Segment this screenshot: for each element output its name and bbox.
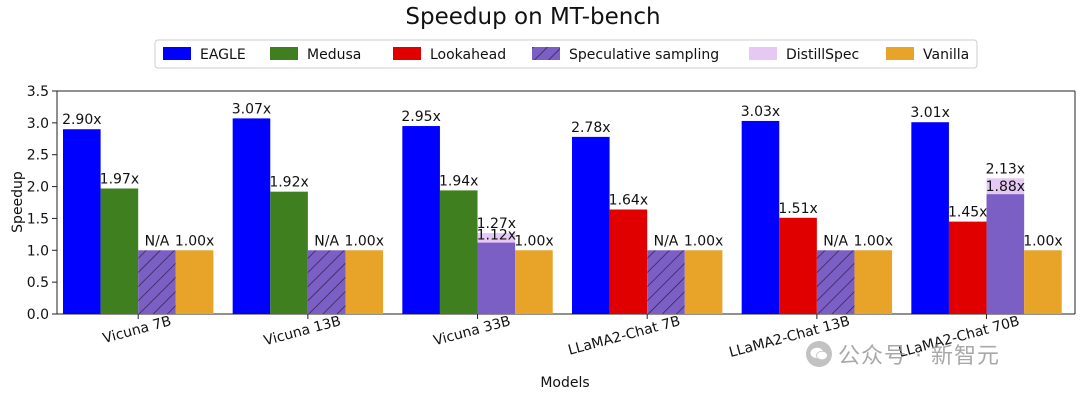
legend: EAGLE Medusa Lookahead Speculative sampling… <box>154 39 978 69</box>
bar-eagle <box>63 129 101 314</box>
bar-eagle <box>232 118 271 314</box>
data-label: 3.01x <box>910 105 949 121</box>
chart-title: Speedup on MT-bench <box>405 4 660 30</box>
y-tick-label: 3.0 <box>27 116 49 132</box>
data-label: 1.00x <box>1023 233 1062 249</box>
data-labels: 2.90x 1.97x N/A 1.00x 3.07x 1.92x N/A 1.00x 2.95… <box>62 101 1063 249</box>
legend-label: Lookahead <box>430 47 506 63</box>
data-label: N/A <box>654 233 679 249</box>
bar-lookahead <box>779 217 817 314</box>
bar-eagle <box>911 122 949 314</box>
data-label: 1.00x <box>345 233 384 249</box>
y-tick-label: 3.5 <box>27 84 49 100</box>
bar-speculative-sampling <box>477 242 516 314</box>
data-label: 1.92x <box>269 175 308 191</box>
bar-vanilla <box>854 250 893 314</box>
data-label: 1.51x <box>778 201 817 217</box>
legend-label: Medusa <box>307 47 361 63</box>
x-tick-label: Vicuna 13B <box>262 313 343 349</box>
y-tick-label: 0.5 <box>27 275 49 291</box>
data-label: 1.00x <box>514 233 553 249</box>
bar-eagle <box>741 120 780 315</box>
x-axis-label: Models <box>540 375 589 391</box>
data-label: 1.00x <box>854 233 893 249</box>
bar-lookahead <box>609 209 648 314</box>
legend-label: Speculative sampling <box>569 47 719 63</box>
watermark: 公众号 · 新智元 <box>806 338 1000 370</box>
bar-eagle <box>402 126 440 315</box>
legend-swatch <box>532 47 560 60</box>
legend-label: Vanilla <box>923 47 969 63</box>
x-tick-label: Vicuna 33B <box>432 313 513 349</box>
data-label: 2.90x <box>62 112 101 128</box>
y-tick-label: 0.0 <box>27 307 49 323</box>
bar-vanilla <box>175 250 214 314</box>
legend-label: DistillSpec <box>786 47 859 63</box>
bar-lookahead <box>948 221 987 314</box>
data-label: 2.95x <box>401 109 440 125</box>
data-label: 2.78x <box>571 120 610 136</box>
bar-vanilla <box>515 250 553 314</box>
data-label: N/A <box>314 233 339 249</box>
data-label: 1.97x <box>100 171 139 187</box>
data-label: 1.00x <box>684 233 723 249</box>
legend-swatch <box>270 47 298 60</box>
bar-medusa <box>439 190 478 314</box>
bar-vanilla <box>345 250 384 314</box>
legend-swatch <box>393 47 421 60</box>
x-tick-label: LLaMA2-Chat 7B <box>566 313 682 358</box>
legend-swatch <box>163 47 191 60</box>
data-label: 3.07x <box>232 101 271 117</box>
bar-eagle <box>572 136 610 314</box>
data-label: 1.88x <box>986 179 1025 195</box>
data-label: 1.00x <box>175 233 214 249</box>
y-tick-label: 1.0 <box>27 243 49 259</box>
data-label: 1.45x <box>948 205 987 221</box>
data-label: 2.13x <box>986 161 1025 177</box>
y-tick-label: 2.0 <box>27 180 49 196</box>
y-tick-label: 2.5 <box>27 148 49 164</box>
data-label: 1.64x <box>609 193 648 209</box>
bar-medusa <box>100 188 139 314</box>
bar-speculative-sampling <box>816 250 855 314</box>
bar-medusa <box>270 191 308 314</box>
bar-speculative-sampling <box>138 250 176 314</box>
legend-swatch <box>749 47 777 60</box>
watermark-text: 公众号 · 新智元 <box>838 344 1000 369</box>
bar-speculative-sampling <box>986 194 1025 314</box>
y-tick-label: 1.5 <box>27 211 49 227</box>
data-label: 1.27x <box>477 216 516 232</box>
y-axis-label: Speedup <box>10 171 26 233</box>
legend-swatch <box>886 47 914 60</box>
bar-vanilla <box>1024 250 1062 314</box>
legend-label: EAGLE <box>200 47 246 63</box>
bar-speculative-sampling <box>647 250 685 314</box>
data-label: N/A <box>823 233 848 249</box>
bars <box>63 118 1062 315</box>
data-label: N/A <box>145 233 170 249</box>
data-label: 1.12x <box>477 228 516 244</box>
wechat-icon-glyph <box>810 347 828 361</box>
bar-speculative-sampling <box>307 250 346 314</box>
x-tick-label: Vicuna 7B <box>101 313 173 347</box>
data-label: 3.03x <box>741 104 780 120</box>
data-label: 1.94x <box>439 173 478 189</box>
bar-vanilla <box>684 250 723 314</box>
wechat-icon <box>806 341 832 367</box>
